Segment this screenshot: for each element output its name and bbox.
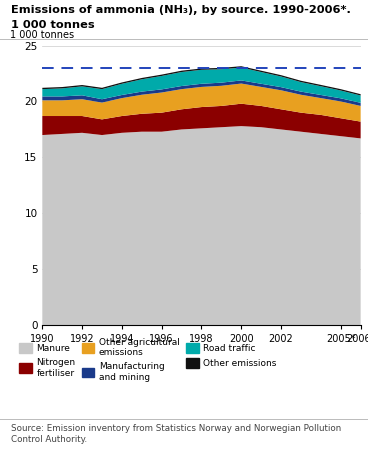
Legend: Manure, Nitrogen
fertiliser, Other agricultural
emissions, Manufacturing
and min: Manure, Nitrogen fertiliser, Other agric… xyxy=(15,334,280,385)
Text: 1 000 tonnes: 1 000 tonnes xyxy=(11,20,95,30)
Text: Source: Emission inventory from Statistics Norway and Norwegian Pollution
Contro: Source: Emission inventory from Statisti… xyxy=(11,424,341,444)
Text: 1 000 tonnes: 1 000 tonnes xyxy=(10,30,75,40)
Text: Emissions of ammonia (NH₃), by source. 1990-2006*.: Emissions of ammonia (NH₃), by source. 1… xyxy=(11,5,351,15)
